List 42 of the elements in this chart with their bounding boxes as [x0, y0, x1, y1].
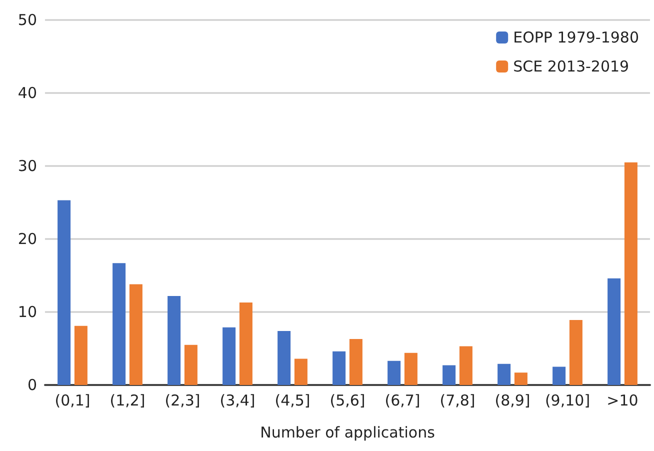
bar — [332, 351, 346, 385]
x-axis-title: Number of applications — [260, 424, 436, 442]
bar — [608, 278, 621, 385]
bar — [294, 358, 308, 385]
x-tick-label: (0,1] — [54, 392, 90, 410]
x-tick-label: (6,7] — [384, 392, 420, 410]
y-tick-label: 30 — [18, 157, 37, 175]
bar — [112, 263, 126, 385]
bar — [222, 327, 236, 385]
x-tick-label: (5,6] — [330, 392, 366, 410]
x-tick-label: (8,9] — [494, 392, 530, 410]
bar — [498, 364, 511, 385]
bar — [58, 200, 71, 385]
y-tick-label: 40 — [18, 84, 37, 102]
x-tick-label: (2,3] — [164, 392, 200, 410]
x-tick-label: (4,5] — [274, 392, 310, 410]
bar — [442, 365, 456, 385]
bar — [404, 352, 418, 385]
x-tick-label: (7,8] — [440, 392, 476, 410]
bar — [168, 296, 181, 385]
bar — [569, 320, 582, 385]
bar — [278, 330, 291, 385]
x-tick-label: (9,10] — [544, 392, 590, 410]
x-tick-label: >10 — [606, 392, 638, 410]
bar — [184, 344, 198, 385]
y-tick-label: 50 — [18, 11, 37, 29]
bar — [459, 346, 472, 385]
y-tick-label: 0 — [27, 376, 37, 394]
bar — [349, 339, 362, 385]
legend-label: SCE 2013-2019 — [513, 58, 630, 76]
bar — [552, 366, 566, 385]
y-tick-label: 20 — [18, 230, 37, 248]
bar — [129, 284, 142, 385]
bar — [624, 162, 638, 385]
bar — [239, 302, 252, 385]
bar — [388, 360, 401, 385]
bar — [74, 326, 88, 385]
legend-label: EOPP 1979-1980 — [513, 28, 640, 46]
x-tick-label: (1,2] — [110, 392, 146, 410]
y-tick-label: 10 — [18, 303, 37, 321]
bar — [514, 372, 528, 385]
x-tick-label: (3,4] — [220, 392, 256, 410]
